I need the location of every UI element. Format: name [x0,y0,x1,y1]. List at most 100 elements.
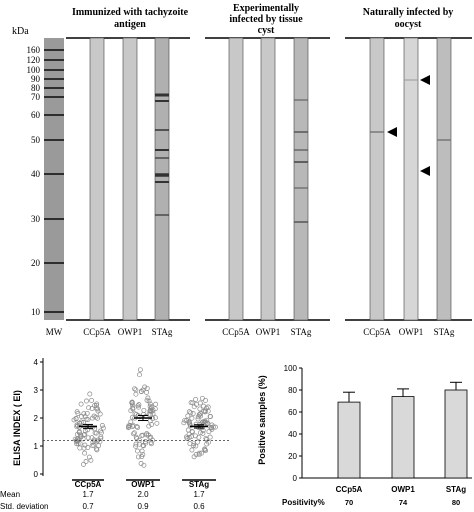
scatter-point [92,426,98,432]
scatter-category-label: CCp5A [75,480,102,489]
positivity-value: 74 [399,498,408,507]
scatter-point [135,448,140,454]
bar [444,389,468,479]
scatter-point [139,433,145,438]
scatter-point [82,428,88,434]
bar-y-tick-label: 60 [288,408,297,417]
band-arrow-icon [387,127,397,137]
scatter-point [203,435,209,441]
scatter-point [85,417,91,423]
scatter-point [147,401,153,407]
lane-label: OWP1 [118,327,143,337]
scatter-point [94,447,100,453]
scatter-point [197,400,203,406]
positivity-value: 70 [345,498,353,507]
lane-label: STAg [152,327,173,337]
scatter-point [75,441,81,447]
scatter-point [93,406,99,412]
scatter-point [74,424,80,430]
scatter-point [82,414,88,420]
bar-category-label: CCp5A [336,485,363,494]
scatter-point [135,424,141,430]
blot-strip [436,37,452,321]
scatter-point [144,385,150,391]
group-title: oocyst [395,19,422,30]
scatter-y-tick-label: 4 [34,358,39,367]
scatter-point [195,416,201,422]
blot-group-experimental: Experimentally infected by tissue cyst C… [205,3,330,337]
bar-y-tick-label: 0 [293,474,298,483]
scatter-point [129,400,135,406]
scatter-point [196,450,202,456]
mw-ladder-bands [44,49,64,313]
bar-y-axis-label: Positive samples (%) [257,375,267,465]
lane-label: CCp5A [83,327,111,337]
mw-tick: 60 [31,110,41,120]
scatter-point [143,440,149,446]
scatter-point [137,367,143,373]
scatter-point [204,437,210,442]
scatter-point [203,397,208,403]
scatter-point [181,420,187,426]
band-arrow-icon [420,75,430,85]
mw-tick: 10 [31,307,41,317]
mw-tick: 20 [31,258,41,268]
scatter-point [100,425,106,431]
scatter-y-tick-label: 1 [34,442,39,451]
scatter-point [140,452,146,458]
lane-label: STAg [291,327,312,337]
mean-value: 2.0 [137,490,149,499]
scatter-y-axis-label: ELISA INDEX ( EI) [12,390,22,466]
scatter-point [97,411,103,417]
scatter-point [139,448,145,454]
bar-y-tick-label: 100 [284,364,298,373]
scatter-point [136,437,142,443]
scatter-point [137,372,142,378]
scatter-point [202,446,208,452]
scatter-point [94,438,100,444]
scatter-point [130,406,136,412]
scatter-point [183,434,189,440]
scatter-point [91,413,97,419]
blot-strip [154,37,170,321]
scatter-point [99,423,105,428]
scatter-point [152,415,158,421]
scatter-point [88,457,94,463]
scatter-point [91,437,97,443]
sd-value: 0.9 [137,502,149,511]
scatter-point [77,445,83,451]
scatter-point [153,401,159,407]
scatter-point [205,404,211,410]
scatter-point [148,441,154,447]
scatter-point [77,441,83,447]
scatter-point [146,398,152,404]
group-title: Experimentally [233,3,299,14]
scatter-point [83,459,89,464]
scatter-point [142,439,148,444]
bar [337,401,361,479]
scatter-point [133,441,139,447]
scatter-point [207,434,213,440]
scatter-point [189,415,195,421]
mw-tick: 30 [31,214,41,224]
scatter-point [193,396,199,402]
scatter-point [149,422,155,427]
mw-ladder-strip [44,38,64,320]
scatter-point [189,429,195,435]
scatter-point [204,417,210,423]
scatter-point [182,417,188,423]
mw-tick: 90 [31,74,41,84]
scatter-point [148,412,153,417]
scatter-point [138,389,144,395]
scatter-point [81,461,86,467]
scatter-point [89,397,95,403]
scatter-point [133,411,139,417]
scatter-point [74,409,80,415]
band-arrow-icon [420,166,430,176]
mean-value: 1.7 [193,490,205,499]
scatter-point [148,406,154,412]
scatter-point [81,411,87,417]
mw-tick: 40 [31,169,41,179]
blot-strip [122,37,138,321]
